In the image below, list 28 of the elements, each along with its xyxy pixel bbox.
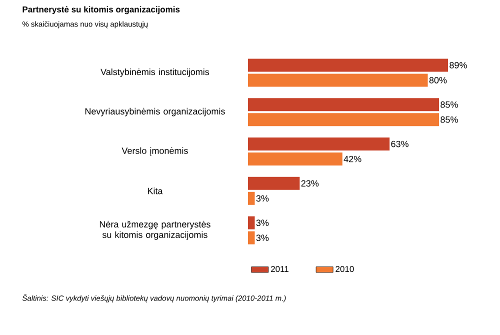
- y-tick-label: Nevyriausybinėmis organizacijomis: [85, 108, 225, 116]
- y-tick-label: Valstybinėmis institucijomis: [100, 68, 210, 77]
- legend-label: 2010: [336, 266, 354, 272]
- bar: [248, 192, 255, 205]
- y-tick-label: Kita: [148, 188, 163, 194]
- data-label: 42%: [344, 156, 362, 162]
- bar: [248, 137, 390, 150]
- bar: [248, 152, 342, 166]
- y-tick-label: Nėra užmezgę partnerystės su kitomis organizacijomis: [100, 220, 210, 240]
- data-label: 80%: [429, 77, 447, 84]
- bar: [248, 113, 440, 126]
- bar: [248, 74, 428, 87]
- data-label: 3%: [256, 220, 269, 226]
- bar: [248, 216, 255, 230]
- text: Partnerystė su kitomis organizacijomis: [22, 6, 180, 14]
- data-label: 85%: [440, 101, 458, 108]
- legend-label: 2011: [271, 266, 288, 272]
- data-label: 89%: [450, 62, 467, 68]
- bar: [248, 176, 300, 190]
- data-label: 85%: [440, 116, 458, 123]
- data-label: 23%: [301, 180, 319, 187]
- bar: [248, 98, 440, 112]
- data-label: 3%: [256, 195, 269, 202]
- y-tick-label: Verslo įmonėmis: [122, 147, 188, 156]
- data-label: 3%: [256, 234, 269, 241]
- bar: [248, 231, 255, 244]
- bar: [248, 58, 448, 72]
- data-label: 63%: [391, 140, 408, 148]
